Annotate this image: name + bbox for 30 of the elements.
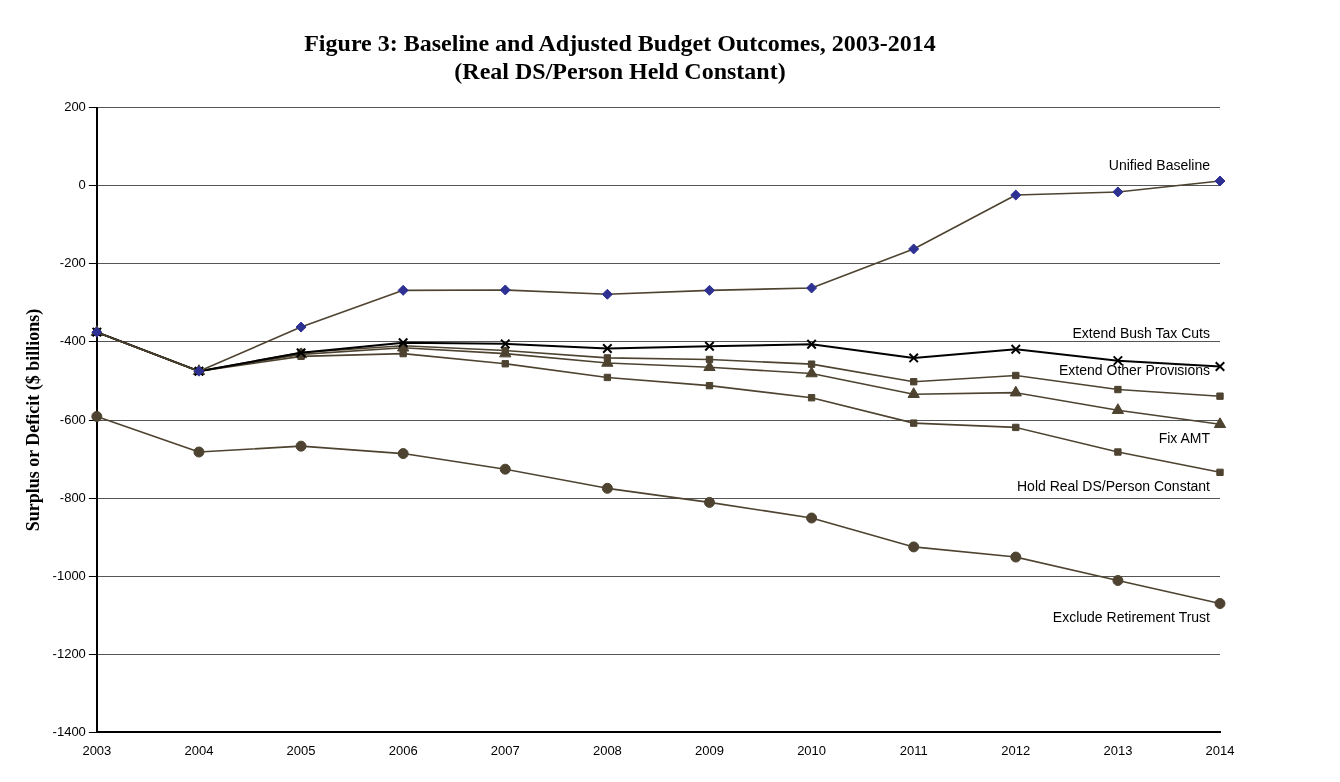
y-tick-label: -200: [59, 255, 86, 271]
y-axis-title: Surplus or Deficit ($ billions): [23, 308, 45, 532]
x-tick-label: 2006: [388, 742, 418, 758]
chart-subtitle: (Real DS/Person Held Constant): [454, 58, 786, 85]
chart-title: Figure 3: Baseline and Adjusted Budget Outcomes, 2003-2014: [304, 29, 936, 56]
y-tick-label: -1200: [52, 645, 86, 661]
x-tick-label: 2013: [1103, 742, 1133, 758]
x-tick-label: 2005: [286, 742, 316, 758]
series-label: Unified Baseline: [1108, 156, 1211, 173]
x-tick-label: 2003: [82, 742, 112, 758]
series-label: Exclude Retirement Trust: [1052, 609, 1211, 626]
y-tick-label: 0: [78, 177, 86, 193]
series-label: Extend Bush Tax Cuts: [1072, 325, 1210, 342]
x-tick-label: 2010: [797, 742, 827, 758]
x-tick-label: 2004: [184, 742, 214, 758]
y-tick-label: -400: [59, 333, 86, 349]
x-tick-label: 2007: [490, 742, 520, 758]
x-tick-label: 2011: [899, 742, 928, 758]
x-tick-label: 2008: [592, 742, 622, 758]
y-tick-label: 200: [64, 99, 86, 115]
x-tick-label: 2012: [1001, 742, 1031, 758]
series-label: Extend Other Provisions: [1059, 362, 1210, 379]
y-tick-label: -1000: [52, 567, 86, 583]
series-label: Fix AMT: [1158, 430, 1211, 447]
y-tick-label: -1400: [52, 723, 86, 739]
x-tick-label: 2009: [695, 742, 724, 758]
y-tick-label: -800: [59, 489, 86, 505]
x-tick-label: 2014: [1205, 742, 1235, 758]
series-label: Hold Real DS/Person Constant: [1017, 478, 1211, 495]
y-tick-label: -600: [59, 411, 86, 427]
